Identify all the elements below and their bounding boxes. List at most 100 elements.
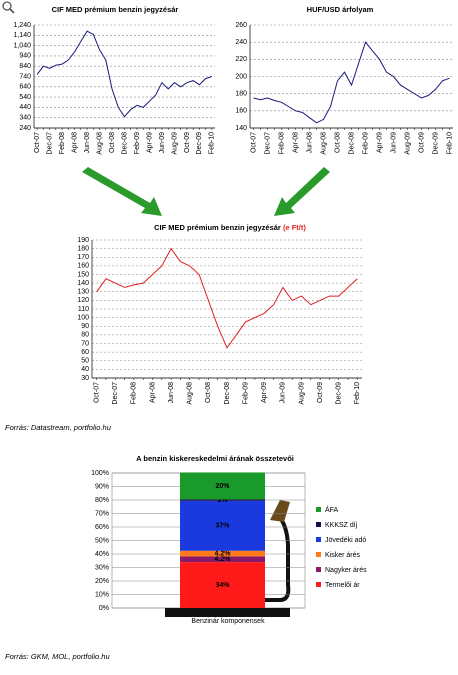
x-tick-label: Jun-09 [390,132,397,154]
y-tick-label: 40 [81,366,89,373]
y-tick-label: 440 [19,104,31,111]
y-tick-label: 50% [95,537,109,544]
y-tick-label: 1,240 [13,22,31,29]
x-tick-label: Feb-08 [131,382,138,404]
data-label: 4.2% [215,550,232,557]
legend-label: Termelői ár [325,582,360,589]
y-tick-label: 80% [95,497,109,504]
data-label: 37% [215,523,230,530]
x-tick-label: Feb-10 [446,132,453,154]
y-tick-label: 30% [95,564,109,571]
title-text: CIF MED prémium benzin jegyzésár [154,223,281,232]
y-tick-label: 160 [77,263,89,270]
y-tick-label: 100% [91,470,109,477]
x-tick-label: Aug-08 [187,382,194,405]
x-tick-label: Oct-07 [250,132,257,153]
data-label: 20% [215,483,230,490]
source: Forrás: Datastream, portfolio.hu [5,423,112,432]
y-tick-label: 640 [19,84,31,91]
y-tick-label: 1,140 [13,32,31,39]
legend-swatch [316,567,321,572]
title-text: CIF MED prémium benzin jegyzésár [52,5,179,14]
legend-label: KKKSZ díj [325,522,358,529]
y-tick-label: 170 [77,254,89,261]
y-tick-label: 190 [77,237,89,244]
y-tick-label: 740 [19,73,31,80]
x-tick-label: Apr-09 [261,382,268,403]
x-tick-label: Jun-08 [168,382,175,404]
x-tick-label: Apr-09 [376,132,383,153]
y-tick-label: 90% [95,483,109,490]
y-tick-label: 940 [19,53,31,60]
arrows [82,167,330,216]
line [253,41,450,124]
y-tick-label: 70% [95,510,109,517]
bar-segment [180,500,265,551]
y-tick-label: 340 [19,115,31,122]
zoom-icon [2,1,15,14]
x-tick-label: Oct-07 [34,132,41,153]
x-tick-label: Dec-08 [224,382,231,405]
y-tick-label: 240 [19,125,31,132]
y-tick-label: 150 [77,271,89,278]
pump-base [165,608,290,617]
y-tick-label: 100 [77,314,89,321]
y-tick-label: 200 [235,73,247,80]
chart-title: A benzin kiskereskedelmi árának összetev… [136,454,294,463]
y-tick-label: 110 [78,306,89,313]
x-tick-label: Benzinár komponensek [191,618,265,625]
x-tick-label: Oct-08 [109,132,116,153]
y-tick-label: 10% [95,591,109,598]
y-tick-label: 40% [95,551,109,558]
x-tick-label: Feb-10 [354,382,361,404]
y-tick-label: 160 [235,108,247,115]
line [36,30,213,118]
y-tick-label: 220 [235,56,247,63]
bar-segment [180,472,265,500]
x-tick-label: Feb-08 [59,132,66,154]
x-tick-label: Dec-08 [348,132,355,155]
x-tick-label: Aug-08 [320,132,327,155]
chart-title: CIF MED prémium benzin jegyzésár [52,5,179,14]
y-tick-label: 80 [81,332,89,339]
y-tick-label: 180 [235,91,247,98]
x-tick-label: Jun-09 [159,132,166,154]
x-tick-label: Oct-08 [334,132,341,153]
x-tick-label: Feb-09 [134,132,141,154]
y-tick-label: 180 [77,245,89,252]
x-tick-label: Feb-09 [362,132,369,154]
y-tick-label: 240 [235,39,247,46]
x-tick-label: Jun-09 [280,382,287,404]
chart-title: CIF MED prémium benzin jegyzésár (e Ft/t… [154,223,306,232]
x-tick-label: Dec-07 [112,382,119,405]
chart-title: HUF/USD árfolyam [307,5,374,14]
x-tick-label: Oct-09 [317,382,324,403]
y-tick-label: 120 [77,297,89,304]
x-tick-label: Apr-09 [146,132,153,153]
y-tick-label: 140 [77,280,89,287]
y-tick-label: 540 [19,94,31,101]
bar-segment [180,562,265,608]
y-tick-label: 130 [77,289,89,296]
x-tick-label: Feb-08 [278,132,285,154]
x-tick-label: Dec-07 [46,132,53,155]
y-tick-label: 30 [81,375,89,382]
source: Forrás: GKM, MOL, portfolio.hu [5,652,110,661]
x-tick-label: Jun-08 [306,132,313,154]
unit-label: (e Ft/t) [283,223,306,232]
y-tick-label: 20% [95,578,109,585]
x-tick-label: Oct-07 [93,382,100,403]
title-text: HUF/USD árfolyam [307,5,374,14]
y-tick-label: 0% [99,605,109,612]
x-tick-label: Dec-09 [432,132,439,155]
legend-swatch [316,537,321,542]
x-tick-label: Dec-07 [264,132,271,155]
bar-segment [180,550,265,557]
x-tick-label: Jun-08 [84,132,91,154]
x-tick-label: Oct-08 [205,382,212,403]
y-tick-label: 90 [81,323,89,330]
y-tick-label: 140 [235,125,247,132]
y-tick-label: 60 [81,349,89,356]
x-tick-label: Oct-09 [184,132,191,153]
